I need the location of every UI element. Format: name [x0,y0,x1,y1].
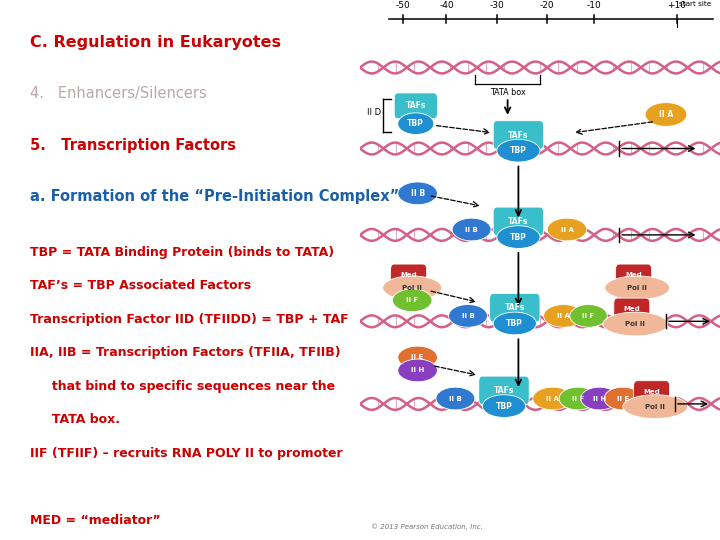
Text: IIF (TFIIF) – recruits RNA POLY II to promoter: IIF (TFIIF) – recruits RNA POLY II to pr… [30,447,343,460]
FancyBboxPatch shape [479,376,529,405]
Text: that bind to specific sequences near the: that bind to specific sequences near the [30,380,335,393]
Text: II D: II D [367,109,382,117]
Ellipse shape [397,182,438,205]
Text: Pol II: Pol II [645,403,665,410]
Text: II E: II E [411,354,424,361]
Ellipse shape [570,305,608,327]
Ellipse shape [533,387,572,410]
Text: Med: Med [625,272,642,279]
Ellipse shape [397,346,438,369]
FancyBboxPatch shape [395,93,438,119]
Text: II B: II B [449,395,462,402]
Text: TAFs: TAFs [494,386,514,395]
Text: II E: II E [616,395,629,402]
Text: II A: II A [659,110,673,119]
Ellipse shape [623,395,688,418]
Text: II A: II A [561,226,573,233]
Text: TAFs: TAFs [505,303,525,312]
Text: II A: II A [546,395,559,402]
Ellipse shape [482,395,526,417]
Ellipse shape [544,305,583,327]
Text: Pol II: Pol II [402,285,422,291]
Text: © 2013 Pearson Education, Inc.: © 2013 Pearson Education, Inc. [371,524,483,530]
Text: TBP = TATA Binding Protein (binds to TATA): TBP = TATA Binding Protein (binds to TAT… [30,246,334,259]
Text: +10: +10 [667,1,686,10]
Text: II F: II F [572,395,584,402]
Text: -10: -10 [587,1,601,10]
Text: a. Formation of the “Pre-Initiation Complex”: a. Formation of the “Pre-Initiation Comp… [30,189,399,204]
Text: TAFs: TAFs [405,102,426,110]
Ellipse shape [547,218,587,241]
Text: TBP: TBP [510,233,527,241]
Text: II B: II B [462,313,474,319]
Ellipse shape [580,387,618,410]
FancyBboxPatch shape [634,381,670,403]
Text: TBP: TBP [408,119,424,128]
FancyBboxPatch shape [493,207,544,235]
Text: Med: Med [624,306,640,313]
Text: II F: II F [582,313,595,319]
Text: Transcription
start site: Transcription start site [672,0,718,7]
Text: C. Regulation in Eukaryotes: C. Regulation in Eukaryotes [30,35,281,50]
Text: TBP: TBP [510,146,527,155]
Text: -30: -30 [490,1,504,10]
Text: TAFs: TAFs [508,217,528,226]
Text: Med: Med [643,389,660,395]
Ellipse shape [603,312,668,336]
Ellipse shape [493,312,536,335]
FancyBboxPatch shape [493,120,544,149]
Text: Med: Med [400,272,417,279]
Text: TBP: TBP [495,402,513,410]
Text: IIA, IIB = Transcription Factors (TFIIA, TFIIB): IIA, IIB = Transcription Factors (TFIIA,… [30,346,341,359]
FancyBboxPatch shape [490,293,540,322]
Text: II B: II B [410,189,425,198]
Ellipse shape [497,226,540,248]
Text: II H: II H [411,367,424,374]
Text: TBP: TBP [506,319,523,328]
Text: -20: -20 [540,1,554,10]
Text: TATA box.: TATA box. [30,413,120,426]
FancyBboxPatch shape [616,264,652,287]
Ellipse shape [497,139,540,162]
Ellipse shape [436,387,475,410]
Text: -40: -40 [439,1,454,10]
Text: 5.   Transcription Factors: 5. Transcription Factors [30,138,236,153]
Text: 4.   Enhancers/Silencers: 4. Enhancers/Silencers [30,86,207,102]
Text: TAF’s = TBP Associated Factors: TAF’s = TBP Associated Factors [30,279,251,292]
Text: Pol II: Pol II [627,285,647,291]
Ellipse shape [604,387,642,410]
Text: II A: II A [557,313,570,319]
Ellipse shape [452,218,491,241]
Text: TATA box: TATA box [490,88,526,97]
Text: Transcription Factor IID (TFIIDD) = TBP + TAF: Transcription Factor IID (TFIIDD) = TBP … [30,313,348,326]
Ellipse shape [397,113,433,134]
Text: II F: II F [406,297,418,303]
Ellipse shape [397,359,438,382]
Ellipse shape [559,387,596,410]
Ellipse shape [645,103,687,126]
FancyBboxPatch shape [391,264,426,287]
Text: TAFs: TAFs [508,131,528,139]
Ellipse shape [392,289,432,312]
Ellipse shape [449,305,487,327]
Ellipse shape [605,276,670,300]
Ellipse shape [383,276,442,300]
Text: II H: II H [593,395,606,402]
Text: II B: II B [465,226,478,233]
Text: MED = “mediator”: MED = “mediator” [30,514,161,526]
FancyBboxPatch shape [613,298,649,321]
Text: -50: -50 [396,1,410,10]
Text: Pol II: Pol II [626,321,645,327]
